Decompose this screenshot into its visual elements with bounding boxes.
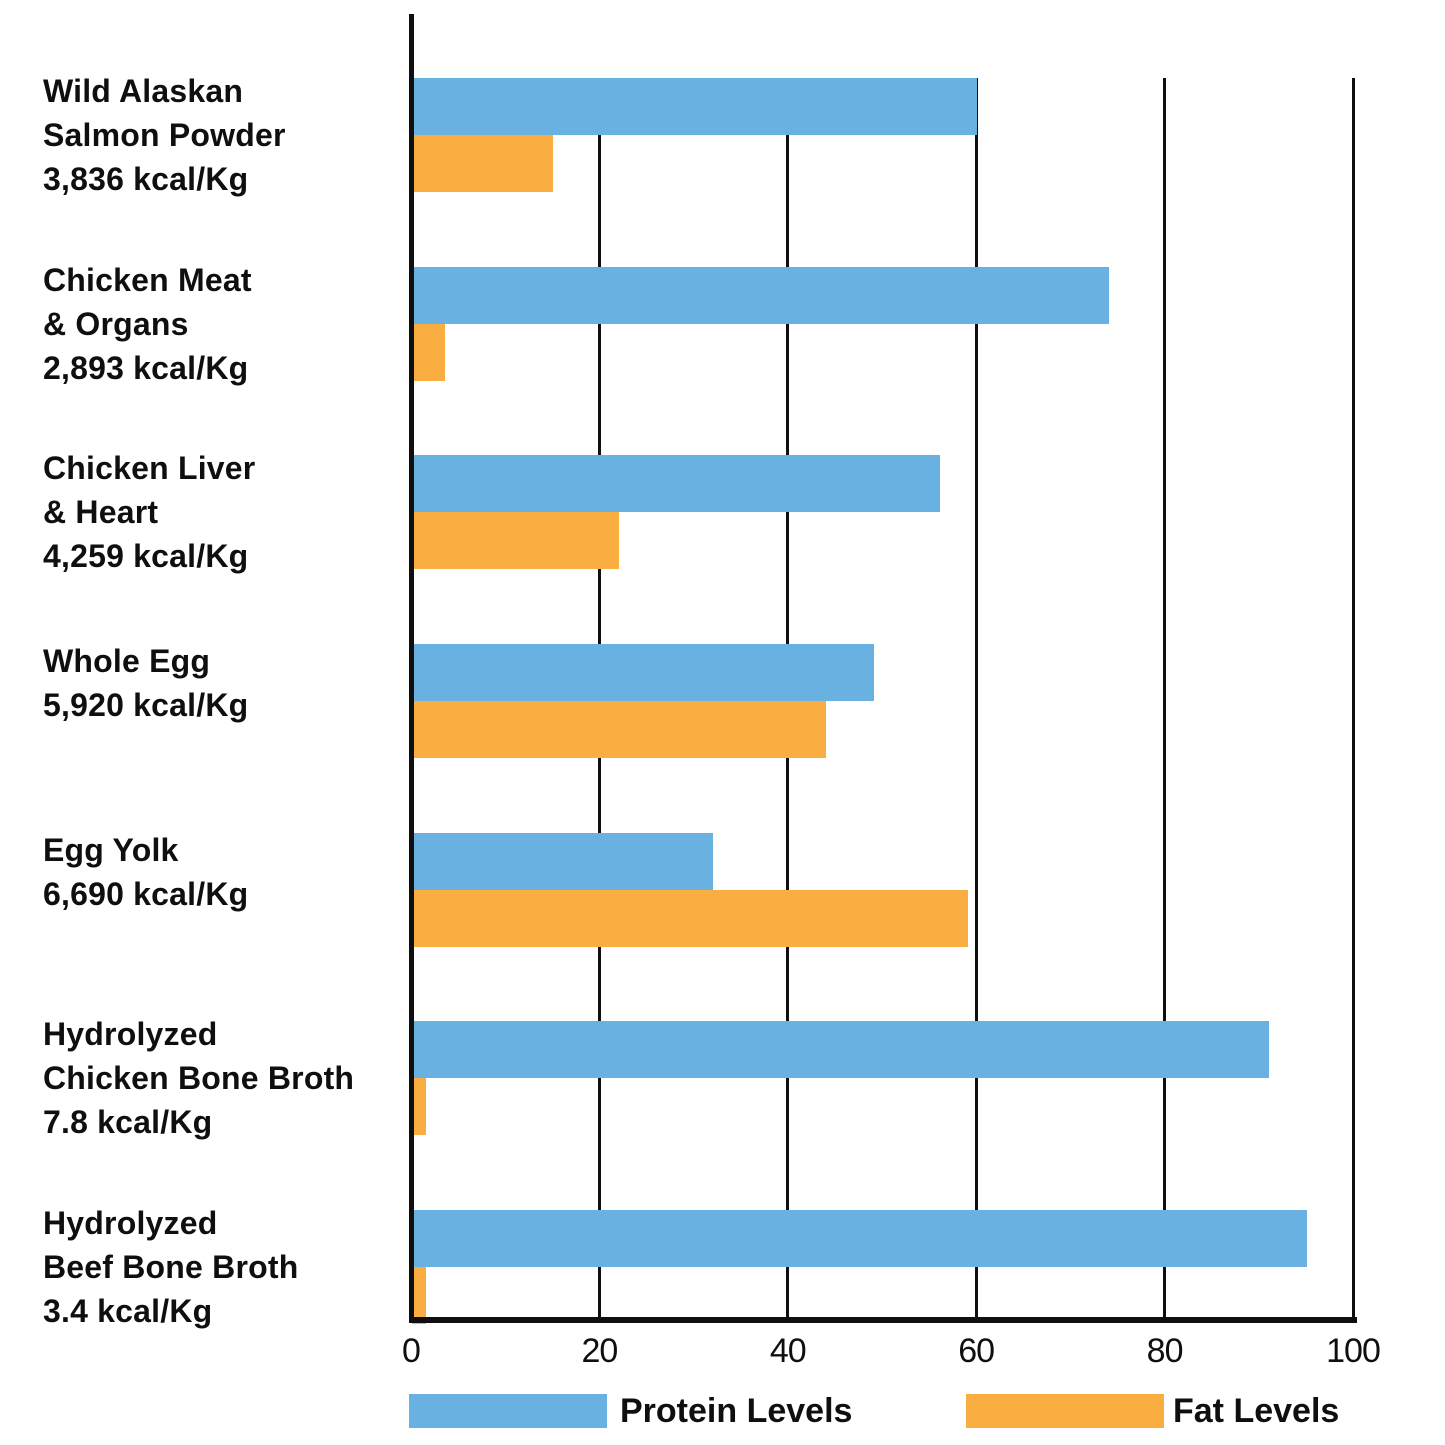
category-label-line: Salmon Powder: [43, 117, 286, 153]
gridline-80: [1163, 78, 1167, 1319]
protein-bar-2: [412, 455, 940, 512]
category-label-line: Hydrolyzed: [43, 1016, 218, 1052]
x-tick-label-80: 80: [1146, 1332, 1184, 1370]
x-tick-label-40: 40: [769, 1332, 807, 1370]
fat-bar-3: [412, 701, 826, 758]
category-label-line: Whole Egg: [43, 643, 211, 679]
protein-bar-4: [412, 833, 713, 890]
category-label-line: 4,259 kcal/Kg: [43, 538, 249, 574]
category-label-line: Chicken Bone Broth: [43, 1060, 355, 1096]
gridline-60: [974, 78, 978, 1319]
legend-fat-swatch: [966, 1394, 1164, 1428]
category-label-2: Chicken Liver & Heart 4,259 kcal/Kg: [43, 446, 403, 578]
category-label-line: Chicken Meat: [43, 262, 252, 298]
category-label-line: 6,690 kcal/Kg: [43, 876, 249, 912]
category-label-3: Whole Egg 5,920 kcal/Kg: [43, 639, 403, 727]
category-label-line: 3,836 kcal/Kg: [43, 161, 249, 197]
category-label-1: Chicken Meat & Organs 2,893 kcal/Kg: [43, 258, 403, 390]
x-tick-label-0: 0: [402, 1332, 421, 1370]
category-label-4: Egg Yolk 6,690 kcal/Kg: [43, 828, 403, 916]
protein-bar-6: [412, 1210, 1307, 1267]
category-label-line: 7.8 kcal/Kg: [43, 1104, 213, 1140]
gridline-100: [1351, 78, 1355, 1319]
protein-bar-1: [412, 267, 1109, 324]
category-label-line: Egg Yolk: [43, 832, 179, 868]
category-label-0: Wild Alaskan Salmon Powder 3,836 kcal/Kg: [43, 69, 403, 201]
category-label-line: Beef Bone Broth: [43, 1249, 299, 1285]
fat-bar-1: [412, 324, 445, 381]
category-label-6: Hydrolyzed Beef Bone Broth 3.4 kcal/Kg: [43, 1201, 403, 1333]
fat-bar-0: [412, 135, 553, 192]
x-tick-label-20: 20: [581, 1332, 618, 1370]
legend-fat-label: Fat Levels: [1173, 1392, 1340, 1430]
fat-bar-6: [412, 1267, 426, 1324]
legend-protein-label: Protein Levels: [620, 1392, 853, 1430]
protein-bar-0: [412, 78, 977, 135]
protein-bar-5: [412, 1021, 1269, 1078]
category-label-line: 3.4 kcal/Kg: [43, 1293, 213, 1329]
category-label-line: 2,893 kcal/Kg: [43, 350, 249, 386]
fat-bar-2: [412, 512, 619, 569]
category-label-5: Hydrolyzed Chicken Bone Broth 7.8 kcal/Kg: [43, 1012, 403, 1144]
category-label-line: & Heart: [43, 494, 159, 530]
x-axis-line: [409, 1317, 1357, 1323]
category-label-line: 5,920 kcal/Kg: [43, 687, 249, 723]
protein-bar-3: [412, 644, 874, 701]
category-label-line: & Organs: [43, 306, 189, 342]
y-axis-line: [409, 14, 414, 1322]
fat-bar-5: [412, 1078, 426, 1135]
legend-protein-swatch: [409, 1394, 607, 1428]
x-tick-label-60: 60: [958, 1332, 995, 1370]
category-label-line: Hydrolyzed: [43, 1205, 218, 1241]
x-tick-label-100: 100: [1326, 1332, 1381, 1370]
category-label-line: Wild Alaskan: [43, 73, 244, 109]
fat-bar-4: [412, 890, 968, 947]
category-label-line: Chicken Liver: [43, 450, 256, 486]
